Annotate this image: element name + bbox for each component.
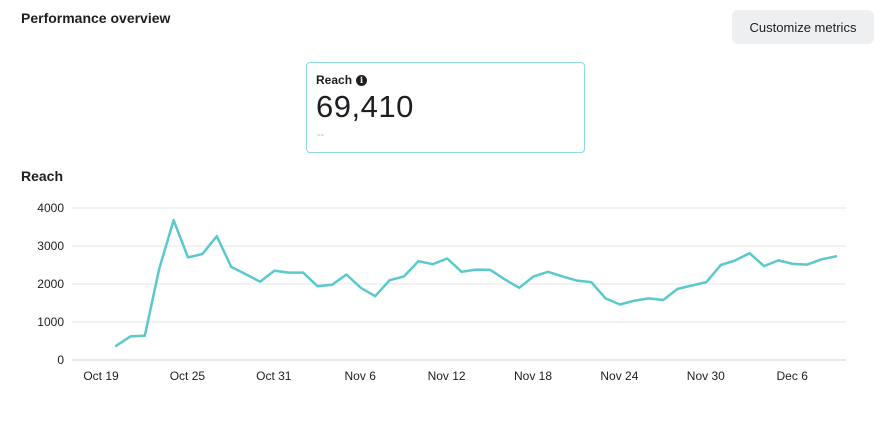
y-tick-label: 1000 [37, 315, 64, 329]
y-tick-label: 3000 [37, 239, 64, 253]
metric-value: 69,410 [316, 89, 414, 124]
metric-label: Reach [316, 73, 353, 87]
data-point[interactable] [228, 264, 234, 270]
data-point[interactable] [415, 258, 421, 264]
data-point[interactable] [473, 267, 479, 273]
data-point[interactable] [775, 257, 781, 263]
reach-metric-card[interactable]: Reach i 69,410 -- [306, 62, 585, 153]
data-point[interactable] [675, 286, 681, 292]
data-point[interactable] [430, 261, 436, 267]
data-point[interactable] [286, 270, 292, 276]
data-point[interactable] [531, 273, 537, 279]
x-tick-label: Nov 18 [514, 369, 552, 383]
data-point[interactable] [631, 298, 637, 304]
data-point[interactable] [199, 251, 205, 257]
data-point[interactable] [660, 297, 666, 303]
data-point[interactable] [372, 293, 378, 299]
data-point[interactable] [545, 269, 551, 275]
data-point[interactable] [401, 273, 407, 279]
data-point[interactable] [603, 295, 609, 301]
data-point[interactable] [315, 283, 321, 289]
data-point[interactable] [444, 256, 450, 262]
series-line[interactable] [114, 218, 838, 348]
x-tick-label: Oct 25 [170, 369, 206, 383]
data-point[interactable] [185, 254, 191, 260]
data-point[interactable] [804, 262, 810, 268]
page-title: Performance overview [21, 10, 171, 26]
x-tick-label: Nov 12 [428, 369, 466, 383]
data-point[interactable] [574, 278, 580, 284]
data-point[interactable] [502, 276, 508, 282]
grid-layer [72, 207, 846, 361]
data-point[interactable] [329, 282, 335, 288]
y-tick-label: 2000 [37, 277, 64, 291]
data-point[interactable] [113, 343, 119, 349]
y-tick-label: 4000 [37, 201, 64, 215]
x-tick-label: Nov 30 [687, 369, 725, 383]
metric-delta: -- [317, 129, 325, 141]
data-point[interactable] [127, 333, 133, 339]
data-point[interactable] [214, 233, 220, 239]
metric-label-row: Reach i [316, 73, 368, 87]
data-point[interactable] [732, 257, 738, 263]
data-point[interactable] [703, 279, 709, 285]
data-point[interactable] [833, 253, 839, 259]
y-tick-label: 0 [57, 353, 64, 367]
customize-metrics-button[interactable]: Customize metrics [732, 10, 874, 44]
data-point[interactable] [343, 272, 349, 278]
x-tick-label: Oct 31 [256, 369, 292, 383]
data-point[interactable] [747, 250, 753, 256]
data-point[interactable] [819, 256, 825, 262]
data-point[interactable] [516, 285, 522, 291]
data-point[interactable] [358, 285, 364, 291]
data-point[interactable] [257, 279, 263, 285]
x-tick-label: Nov 24 [600, 369, 638, 383]
info-icon[interactable]: i [356, 74, 368, 86]
data-point[interactable] [617, 302, 623, 308]
data-point[interactable] [559, 273, 565, 279]
data-point[interactable] [761, 263, 767, 269]
data-point[interactable] [271, 268, 277, 274]
x-tick-label: Nov 6 [345, 369, 377, 383]
data-point[interactable] [790, 261, 796, 267]
data-point[interactable] [300, 270, 306, 276]
data-point[interactable] [171, 217, 177, 223]
y-axis-ticks: 0 1000 2000 3000 4000 [37, 201, 64, 367]
x-tick-label: Dec 6 [777, 369, 809, 383]
chart-title: Reach [21, 168, 64, 184]
line-layer [113, 217, 839, 349]
x-axis-ticks: Oct 19 Oct 25 Oct 31 Nov 6 Nov 12 Nov 18 Nov 2… [83, 369, 808, 383]
data-point[interactable] [588, 279, 594, 285]
data-point[interactable] [487, 267, 493, 273]
data-point[interactable] [243, 271, 249, 277]
data-point[interactable] [689, 283, 695, 289]
data-point[interactable] [156, 266, 162, 272]
data-point[interactable] [646, 295, 652, 301]
x-tick-label: Oct 19 [83, 369, 119, 383]
data-point[interactable] [142, 333, 148, 339]
data-point[interactable] [387, 277, 393, 283]
data-point[interactable] [459, 269, 465, 275]
data-point[interactable] [718, 262, 724, 268]
